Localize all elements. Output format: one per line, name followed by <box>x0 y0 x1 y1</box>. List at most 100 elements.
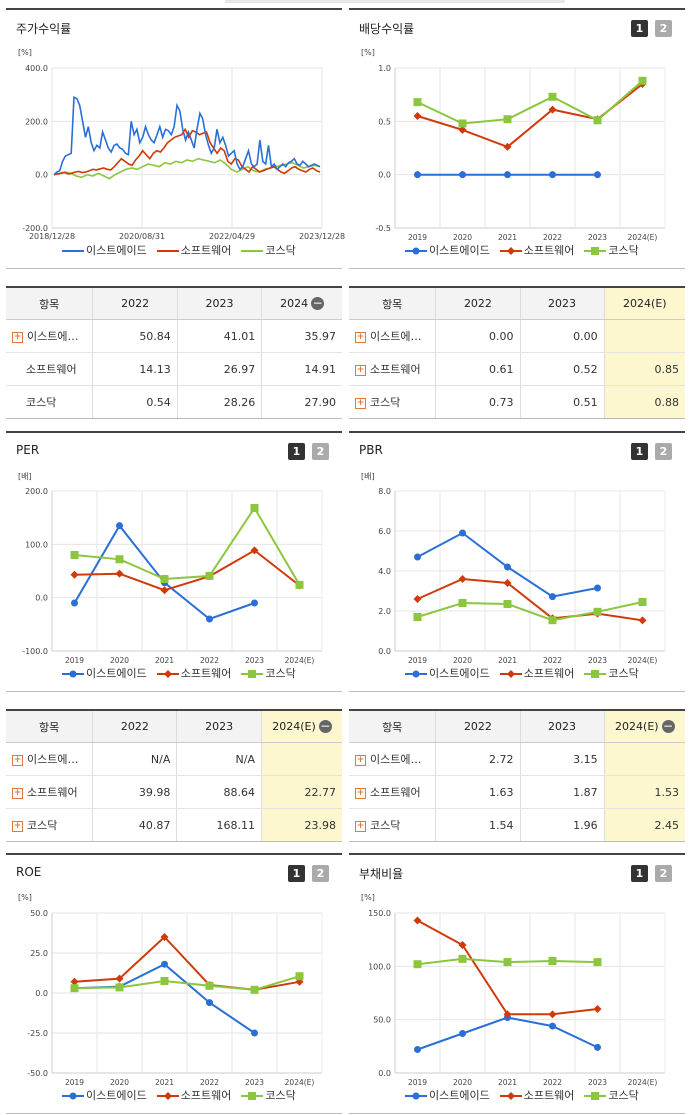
kosdaq-point-2[interactable] <box>160 575 169 583</box>
software-point-1[interactable] <box>458 941 467 949</box>
expand-icon[interactable]: + <box>12 787 23 799</box>
row-label[interactable]: + 코스닥 <box>6 808 94 841</box>
east-aid-point-0[interactable] <box>71 599 78 607</box>
series-line-software[interactable] <box>74 549 301 592</box>
east-aid-point-2[interactable] <box>161 960 168 968</box>
kosdaq-point-3[interactable] <box>548 616 557 625</box>
collapse-icon[interactable]: − <box>661 719 675 734</box>
software-point-3[interactable] <box>548 1010 557 1019</box>
kosdaq-point-3[interactable] <box>205 571 214 580</box>
kosdaq-point-0[interactable] <box>413 98 422 107</box>
expand-icon[interactable]: + <box>355 820 366 832</box>
series-line-kosdaq[interactable] <box>417 80 644 125</box>
chart-toggle-2-button[interactable]: 2 <box>312 865 329 882</box>
east-aid-point-1[interactable] <box>459 171 466 179</box>
software-point-0[interactable] <box>413 112 422 120</box>
east-aid-point-3[interactable] <box>206 615 213 623</box>
kosdaq-point-4[interactable] <box>250 504 259 513</box>
kosdaq-point-0[interactable] <box>70 551 79 559</box>
software-point-0[interactable] <box>70 977 79 986</box>
row-label[interactable]: + 이스트에… <box>349 319 437 353</box>
east-aid-point-4[interactable] <box>594 584 601 592</box>
kosdaq-point-3[interactable] <box>548 957 557 965</box>
chart-toggle-1-button[interactable]: 1 <box>631 20 648 37</box>
kosdaq-point-3[interactable] <box>548 92 557 101</box>
east-aid-point-0[interactable] <box>414 1046 421 1054</box>
row-label[interactable]: + 이스트에… <box>6 742 94 776</box>
legend-item[interactable]: 소프트웨어 <box>499 665 574 681</box>
kosdaq-point-0[interactable] <box>70 984 79 993</box>
chart-toggle-1-button[interactable]: 1 <box>288 443 305 460</box>
legend-item[interactable]: 코스닥 <box>584 665 639 681</box>
row-label[interactable]: + 이스트에… <box>6 319 94 353</box>
expand-icon[interactable]: + <box>355 754 366 766</box>
legend-item[interactable]: 이스트에이드 <box>405 1087 490 1103</box>
kosdaq-point-2[interactable] <box>503 600 512 608</box>
series-line-east-aid[interactable] <box>53 96 321 176</box>
kosdaq-point-1[interactable] <box>458 599 467 607</box>
row-label[interactable]: + 이스트에… <box>349 742 437 776</box>
chart-toggle-2-button[interactable]: 2 <box>655 443 672 460</box>
legend-item[interactable]: 이스트에이드 <box>405 242 490 258</box>
expand-icon[interactable]: + <box>355 397 366 409</box>
chart-toggle-2-button[interactable]: 2 <box>655 865 672 882</box>
software-point-2[interactable] <box>160 586 169 595</box>
legend-item[interactable]: 코스닥 <box>241 242 296 258</box>
software-point-3[interactable] <box>548 105 557 114</box>
legend-item[interactable]: 코스닥 <box>241 1087 296 1103</box>
kosdaq-point-4[interactable] <box>593 116 602 125</box>
legend-item[interactable]: 이스트에이드 <box>62 665 147 681</box>
row-label[interactable]: + 코스닥 <box>349 385 437 418</box>
east-aid-point-3[interactable] <box>549 171 556 179</box>
chart-toggle-1-button[interactable]: 1 <box>631 443 648 460</box>
east-aid-point-1[interactable] <box>459 1030 466 1038</box>
legend-item[interactable]: 소프트웨어 <box>499 242 574 258</box>
row-label[interactable]: + 소프트웨어 <box>6 775 94 809</box>
software-point-2[interactable] <box>503 1010 512 1019</box>
legend-item[interactable]: 코스닥 <box>584 242 639 258</box>
kosdaq-point-1[interactable] <box>115 555 124 564</box>
row-label[interactable]: + 소프트웨어 <box>349 775 437 809</box>
kosdaq-point-3[interactable] <box>205 981 214 990</box>
legend-item[interactable]: 소프트웨어 <box>499 1087 574 1103</box>
expand-icon[interactable]: + <box>12 331 23 343</box>
collapse-icon[interactable]: − <box>311 296 325 311</box>
software-point-5[interactable] <box>295 977 304 986</box>
kosdaq-point-0[interactable] <box>413 613 422 621</box>
series-line-kosdaq[interactable] <box>74 506 301 586</box>
east-aid-point-1[interactable] <box>459 529 466 537</box>
series-line-east-aid[interactable] <box>73 523 255 621</box>
expand-icon[interactable]: + <box>355 331 366 343</box>
legend-item[interactable]: 이스트에이드 <box>405 665 490 681</box>
kosdaq-point-4[interactable] <box>250 985 259 994</box>
software-point-1[interactable] <box>115 569 124 578</box>
kosdaq-point-5[interactable] <box>295 580 304 589</box>
row-label[interactable]: + 코스닥 <box>349 808 437 841</box>
software-point-1[interactable] <box>115 974 124 983</box>
legend-item[interactable]: 소프트웨어 <box>156 242 231 258</box>
east-aid-point-2[interactable] <box>504 563 511 571</box>
series-line-kosdaq[interactable] <box>417 601 643 622</box>
east-aid-point-3[interactable] <box>549 593 556 601</box>
expand-icon[interactable]: + <box>355 787 366 799</box>
legend-item[interactable]: 코스닥 <box>584 1087 639 1103</box>
chart-toggle-1-button[interactable]: 1 <box>288 865 305 882</box>
software-point-5[interactable] <box>638 616 647 625</box>
east-aid-point-4[interactable] <box>594 1043 601 1051</box>
kosdaq-point-1[interactable] <box>458 954 467 963</box>
kosdaq-point-5[interactable] <box>638 76 647 85</box>
expand-icon[interactable]: + <box>12 754 23 766</box>
software-point-2[interactable] <box>503 142 512 151</box>
legend-item[interactable]: 이스트에이드 <box>62 1087 147 1103</box>
east-aid-point-0[interactable] <box>414 553 421 561</box>
software-point-1[interactable] <box>458 125 467 134</box>
software-point-4[interactable] <box>593 1005 602 1013</box>
software-point-4[interactable] <box>250 546 259 555</box>
kosdaq-point-2[interactable] <box>160 977 169 985</box>
east-aid-point-4[interactable] <box>251 599 258 607</box>
kosdaq-point-5[interactable] <box>638 598 647 606</box>
east-aid-point-2[interactable] <box>504 171 511 179</box>
series-line-kosdaq[interactable] <box>74 975 300 991</box>
east-aid-point-3[interactable] <box>206 999 213 1007</box>
chart-toggle-1-button[interactable]: 1 <box>631 865 648 882</box>
